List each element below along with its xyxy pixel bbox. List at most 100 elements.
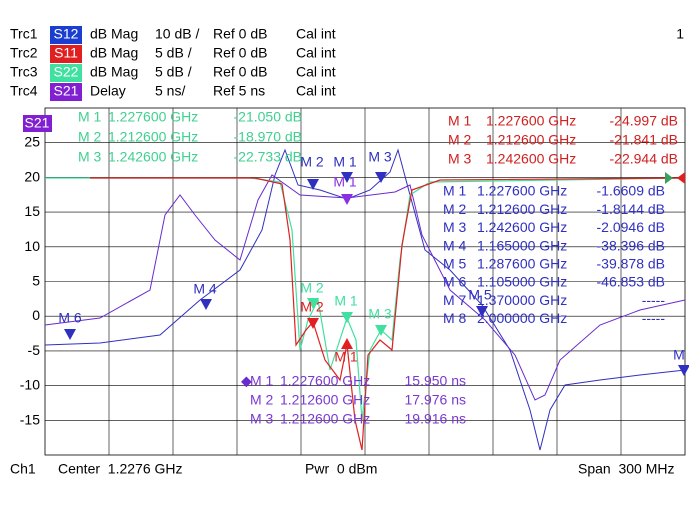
trace-name: Trc4: [10, 83, 38, 99]
marker-frequency: 1.227600 GHz: [108, 109, 198, 125]
marker-value: -2.0946 dB: [597, 219, 666, 235]
trace-format: Delay: [90, 83, 126, 99]
marker-triangle: [341, 194, 353, 205]
marker-frequency: 1.105000 GHz: [477, 274, 567, 290]
marker-frequency: 1.227600 GHz: [280, 373, 370, 389]
marker-id: M 1: [443, 183, 467, 199]
marker-label: M 1: [333, 154, 357, 170]
marker-triangle: [64, 329, 76, 340]
marker-value: 15.950 ns: [405, 373, 467, 389]
marker-value: -24.997 dB: [610, 113, 679, 129]
marker-value: 19.916 ns: [405, 411, 467, 427]
marker-label: M 1: [334, 293, 358, 309]
marker-triangle: [307, 318, 319, 329]
marker-value: -39.878 dB: [597, 256, 666, 272]
footer-power: Pwr 0 dBm: [305, 461, 377, 477]
y-tick-label: -5: [28, 342, 41, 358]
marker-id: M 1: [250, 373, 274, 389]
marker-frequency: 2.000000 GHz: [477, 310, 567, 326]
marker-id: M 3: [250, 411, 274, 427]
marker-value: -22.944 dB: [610, 151, 679, 167]
active-trace-box: [23, 115, 52, 132]
marker-id: M 2: [448, 132, 472, 148]
active-trace: S21: [25, 115, 50, 131]
marker-value: 17.976 ns: [405, 392, 467, 408]
marker-triangle: [678, 365, 689, 376]
marker-id: M 3: [78, 149, 102, 165]
ref-marker: [677, 172, 685, 184]
marker-id: M 5: [443, 256, 467, 272]
marker-label: M 2: [300, 154, 324, 170]
trace-name: Trc1: [10, 26, 38, 42]
trace-ref: Ref 5 ns: [213, 83, 265, 99]
marker-frequency: 1.212600 GHz: [280, 392, 370, 408]
marker-value: -46.853 dB: [597, 274, 666, 290]
marker-frequency: 1.212600 GHz: [108, 129, 198, 145]
param-box: [50, 26, 82, 44]
y-tick-label: 10: [24, 238, 40, 254]
marker-label: M: [673, 347, 685, 363]
marker-triangle: [341, 312, 353, 323]
marker-value: -----: [642, 310, 666, 326]
marker-id: M 4: [443, 237, 467, 253]
marker-frequency: 1.242600 GHz: [486, 151, 576, 167]
trace-ref: Ref 0 dB: [213, 64, 267, 80]
y-tick-label: 5: [32, 273, 40, 289]
marker-id: M 1: [448, 113, 472, 129]
footer-channel: Ch1: [10, 461, 36, 477]
trace-name: Trc2: [10, 45, 38, 61]
marker-value: -1.6609 dB: [597, 183, 666, 199]
marker-value: -38.396 dB: [597, 237, 666, 253]
marker-triangle: [341, 172, 353, 183]
marker-id: M 7: [443, 292, 467, 308]
marker-id: M 2: [443, 201, 467, 217]
marker-frequency: 1.242600 GHz: [108, 149, 198, 165]
marker-label: M 5: [468, 287, 492, 303]
ref-marker: [665, 172, 673, 184]
marker-label: M 2: [300, 280, 324, 296]
trace-cal: Cal int: [296, 64, 336, 80]
y-tick-label: -10: [20, 377, 40, 393]
marker-triangle: [375, 172, 387, 183]
trace-s21: [44, 174, 686, 401]
trace-cal: Cal int: [296, 45, 336, 61]
footer-center: Center 1.2276 GHz: [58, 461, 183, 477]
trace-scale: 5 dB /: [155, 64, 192, 80]
marker-frequency: 1.212600 GHz: [477, 201, 567, 217]
trace-s12: [44, 148, 686, 451]
trace-ref: Ref 0 dB: [213, 45, 267, 61]
param-box: [50, 45, 82, 63]
marker-label: M 4: [193, 281, 217, 297]
y-tick-label: 20: [24, 168, 40, 184]
marker-triangle: [307, 179, 319, 190]
marker-label: M 3: [368, 149, 392, 165]
trace-param: S21: [54, 83, 79, 99]
trace-scale: 5 ns/: [155, 83, 185, 99]
channel-number: 1: [676, 26, 684, 42]
marker-triangle: [476, 306, 488, 317]
trace-ref: Ref 0 dB: [213, 26, 267, 42]
trace-format: dB Mag: [90, 45, 138, 61]
marker-id: M 3: [448, 151, 472, 167]
marker-label: M 6: [58, 310, 82, 326]
marker-triangle: [341, 338, 353, 349]
y-tick-label: 0: [32, 307, 40, 323]
marker-value: -21.050 dB: [234, 109, 303, 125]
marker-id: M 2: [250, 392, 274, 408]
footer-span: Span 300 MHz: [578, 461, 675, 477]
marker-frequency: 1.227600 GHz: [486, 113, 576, 129]
trace-param: S12: [54, 26, 79, 42]
trace-name: Trc3: [10, 64, 38, 80]
marker-frequency: 1.212600 GHz: [280, 411, 370, 427]
trace-param: S11: [54, 45, 78, 61]
param-box: [50, 64, 82, 82]
marker-frequency: 1.227600 GHz: [477, 183, 567, 199]
marker-id: M 3: [443, 219, 467, 235]
marker-frequency: 1.165000 GHz: [477, 237, 567, 253]
trace-scale: 5 dB /: [155, 45, 192, 61]
trace-cal: Cal int: [296, 83, 336, 99]
marker-id: M 6: [443, 274, 467, 290]
active-marker-dot: ◆: [241, 373, 252, 389]
